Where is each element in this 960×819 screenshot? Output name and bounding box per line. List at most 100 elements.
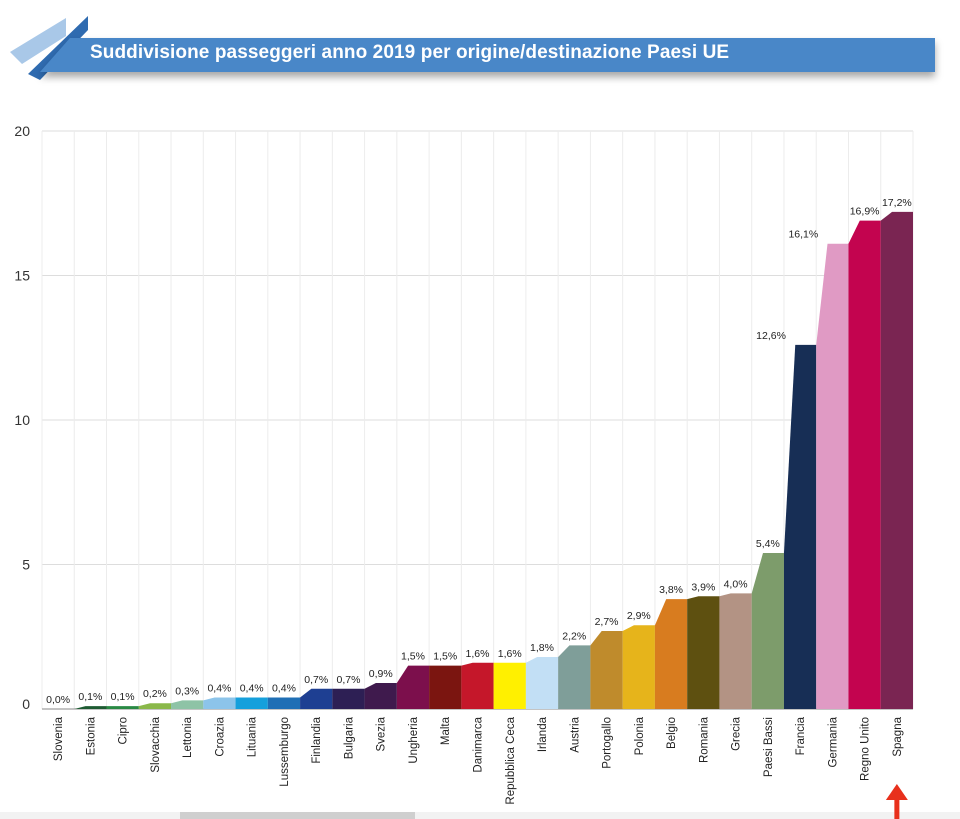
area-segment-estonia <box>74 706 107 709</box>
area-segment-irlanda <box>525 656 559 709</box>
area-segment-ungheria <box>396 665 430 709</box>
area-segment-croazia <box>203 697 236 709</box>
y-axis-ticks: 0 5 10 15 20 <box>14 123 30 712</box>
x-tick-label: Bulgaria <box>343 716 355 759</box>
x-tick-label: Slovacchia <box>150 716 162 772</box>
area-layer <box>74 211 913 710</box>
data-label: 0,2% <box>143 688 167 700</box>
x-tick-label: Croazia <box>214 716 226 756</box>
banner-stripe-dark <box>28 16 88 80</box>
data-label: 1,6% <box>466 648 490 660</box>
area-segment-svezia <box>364 682 397 709</box>
y-tick-label: 0 <box>22 696 30 712</box>
x-tick-label: Irlanda <box>537 716 549 752</box>
data-label: 4,0% <box>724 578 748 590</box>
data-label: 0,1% <box>111 691 135 703</box>
area-segment-finlandia <box>300 688 333 709</box>
data-label: 2,9% <box>627 610 651 622</box>
area-segment-paesi-bassi <box>751 552 784 709</box>
area-segment-malta <box>429 665 462 709</box>
x-tick-label: Germania <box>827 716 839 767</box>
y-tick-label: 20 <box>14 123 30 139</box>
data-label: 0,7% <box>304 674 328 686</box>
x-tick-label: Francia <box>795 716 807 755</box>
horizontal-scroll-track[interactable] <box>0 812 960 819</box>
x-tick-label: Cipro <box>118 717 130 744</box>
data-label: 0,4% <box>272 682 296 694</box>
x-tick-label: Lituania <box>247 716 259 757</box>
y-tick-label: 15 <box>14 268 30 284</box>
x-tick-label: Austria <box>569 716 581 752</box>
data-label: 16,9% <box>850 206 880 218</box>
data-label: 1,8% <box>530 642 554 654</box>
data-label: 0,3% <box>175 685 199 697</box>
data-label: 1,5% <box>433 651 457 663</box>
x-tick-label: Romania <box>698 716 710 763</box>
area-segment-danimarca <box>461 662 494 709</box>
x-tick-label: Lussemburgo <box>279 717 291 787</box>
title-banner <box>10 16 935 80</box>
horizontal-scrollbar-thumb[interactable] <box>180 812 415 819</box>
area-segment-belgio <box>654 599 688 709</box>
x-tick-label: Svezia <box>376 716 388 751</box>
data-label: 0,9% <box>369 668 393 680</box>
data-label: 0,4% <box>240 682 264 694</box>
x-tick-label: Portogallo <box>602 717 614 769</box>
data-label: 0,1% <box>78 691 102 703</box>
data-label: 5,4% <box>756 538 780 550</box>
area-segment-slovacchia <box>138 703 172 709</box>
y-tick-label: 10 <box>14 412 30 428</box>
area-segment-francia <box>783 344 817 709</box>
banner-bar <box>40 38 935 72</box>
data-label: 2,2% <box>562 630 586 642</box>
data-label: 12,6% <box>756 330 786 342</box>
highlight-arrow-shaft <box>894 800 900 819</box>
area-segment-portogallo <box>590 630 623 709</box>
x-tick-label: Finlandia <box>311 716 323 763</box>
data-label: 3,8% <box>659 584 683 596</box>
x-tick-label: Danimarca <box>473 716 485 772</box>
x-tick-label: Repubblica Ceca <box>505 716 517 804</box>
area-segment-bulgaria <box>332 688 365 709</box>
chart-title: Suddivisione passeggeri anno 2019 per or… <box>90 42 730 63</box>
x-tick-label: Malta <box>440 716 452 745</box>
highlight-arrow-layer <box>885 784 908 819</box>
area-segment-repubblica-ceca <box>493 662 526 709</box>
y-tick-label: 5 <box>22 557 30 573</box>
data-label: 2,7% <box>595 616 619 628</box>
x-tick-label: Slovenia <box>53 716 65 761</box>
x-tick-label: Belgio <box>666 717 678 749</box>
area-segment-polonia <box>622 625 655 709</box>
x-tick-label: Regno Unito <box>860 717 872 781</box>
data-label: 0,0% <box>46 694 70 706</box>
x-tick-label: Grecia <box>731 716 743 750</box>
area-segment-austria <box>558 645 591 709</box>
area-segment-germania <box>816 243 849 709</box>
area-segment-grecia <box>719 593 752 709</box>
data-label: 16,1% <box>788 229 818 241</box>
data-label: 3,9% <box>691 581 715 593</box>
area-segment-romania <box>687 596 720 709</box>
highlight-arrow-head <box>885 784 908 800</box>
area-segment-lussemburgo <box>267 697 301 709</box>
area-segment-cipro <box>106 706 139 709</box>
banner-stripe-light <box>10 18 66 64</box>
area-segment-spagna <box>880 211 913 710</box>
data-label: 1,6% <box>498 648 522 660</box>
data-label: 1,5% <box>401 651 425 663</box>
data-label: 0,7% <box>336 674 360 686</box>
area-segment-lituania <box>235 697 268 709</box>
x-tick-label: Polonia <box>634 716 646 755</box>
x-tick-label: Spagna <box>892 716 904 756</box>
area-segment-regno-unito <box>848 220 881 709</box>
data-label: 0,4% <box>207 682 231 694</box>
x-tick-label: Paesi Bassi <box>763 717 775 777</box>
area-segment-lettonia <box>171 700 204 709</box>
data-label: 17,2% <box>882 197 912 209</box>
x-tick-label: Estonia <box>85 716 97 755</box>
data-labels: 0,0% 0,1% 0,1% 0,2% 0,3% 0,4% 0,4% 0,4% 0,7% 0,7%… <box>46 197 912 706</box>
x-tick-label: Ungheria <box>408 716 420 763</box>
x-axis-ticks: Slovenia Estonia Cipro Slovacchia Lettonia Cr… <box>53 716 904 804</box>
x-tick-label: Lettonia <box>182 716 194 758</box>
